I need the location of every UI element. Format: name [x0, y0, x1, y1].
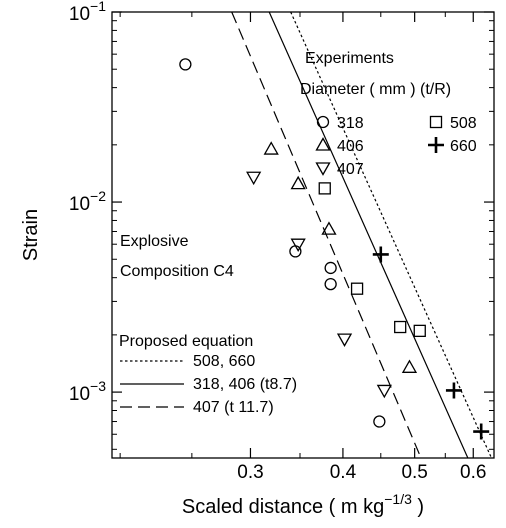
plus-marker — [473, 424, 489, 440]
legend-label-407: 407 — [337, 161, 364, 178]
diameter-header: Diameter ( mm ) (t/R) — [300, 81, 451, 98]
y-tick-exponent: −2 — [90, 188, 106, 204]
y-tick-label: 10−3 — [69, 378, 106, 405]
x-tick-label: 0.3 — [237, 462, 263, 483]
legend-label-660: 660 — [450, 138, 477, 155]
circle-marker — [325, 262, 336, 273]
x-axis-label-main: Scaled distance ( m kg — [182, 496, 384, 518]
fit-line-solid — [269, 12, 468, 458]
circle-marker — [180, 59, 191, 70]
marker-legend: 318 406 407 508 660 — [317, 115, 477, 178]
circle-marker — [318, 117, 329, 128]
triangle-down-marker — [317, 163, 330, 175]
experiments-title: Experiments — [305, 50, 394, 67]
triangle-down-marker — [247, 172, 260, 184]
triangle-up-marker — [322, 223, 335, 235]
triangle-up-marker — [265, 143, 278, 155]
explosive-label: Explosive — [120, 233, 189, 250]
triangle-down-marker — [378, 385, 391, 397]
y-tick-exponent: −3 — [90, 378, 106, 394]
circle-marker — [374, 416, 385, 427]
square-marker — [352, 283, 363, 294]
legend-label-318: 318 — [337, 115, 364, 132]
legend-line-label: 508, 660 — [193, 353, 255, 370]
x-tick-label: 0.4 — [330, 462, 357, 483]
square-marker — [431, 117, 442, 128]
y-tick-label: 10−1 — [69, 0, 106, 25]
y-tick-base: 10 — [69, 384, 90, 405]
plus-marker — [428, 137, 444, 153]
line-legend: 508, 660 318, 406 (t8.7) 407 (t 11.7) — [120, 353, 297, 416]
plus-marker — [446, 382, 462, 398]
equation-legend-title: Proposed equation — [119, 333, 253, 350]
y-axis-label: Strain — [20, 209, 42, 261]
legend-line-label: 407 (t 11.7) — [193, 399, 274, 416]
legend-line-label: 318, 406 (t8.7) — [193, 376, 297, 393]
x-tick-label: 0.6 — [460, 462, 486, 483]
legend-label-406: 406 — [337, 138, 364, 155]
triangle-down-marker — [338, 334, 351, 346]
x-axis-label: Scaled distance ( m kg−1/3 ) — [182, 491, 424, 518]
x-tick-label: 0.5 — [401, 462, 427, 483]
triangle-up-marker — [403, 361, 416, 373]
y-tick-base: 10 — [69, 194, 90, 215]
x-axis-label-exponent: −1/3 — [384, 491, 412, 507]
triangle-down-marker — [292, 239, 305, 251]
composition-label: Composition C4 — [120, 263, 234, 280]
square-marker — [319, 183, 330, 194]
x-axis-label-close: ) — [412, 496, 424, 518]
square-marker — [414, 325, 425, 336]
legend-label-508: 508 — [450, 115, 477, 132]
circle-marker — [325, 279, 336, 290]
y-tick-exponent: −1 — [90, 0, 106, 14]
square-marker — [395, 322, 406, 333]
y-tick-base: 10 — [69, 4, 90, 25]
y-tick-label: 10−2 — [69, 188, 106, 215]
